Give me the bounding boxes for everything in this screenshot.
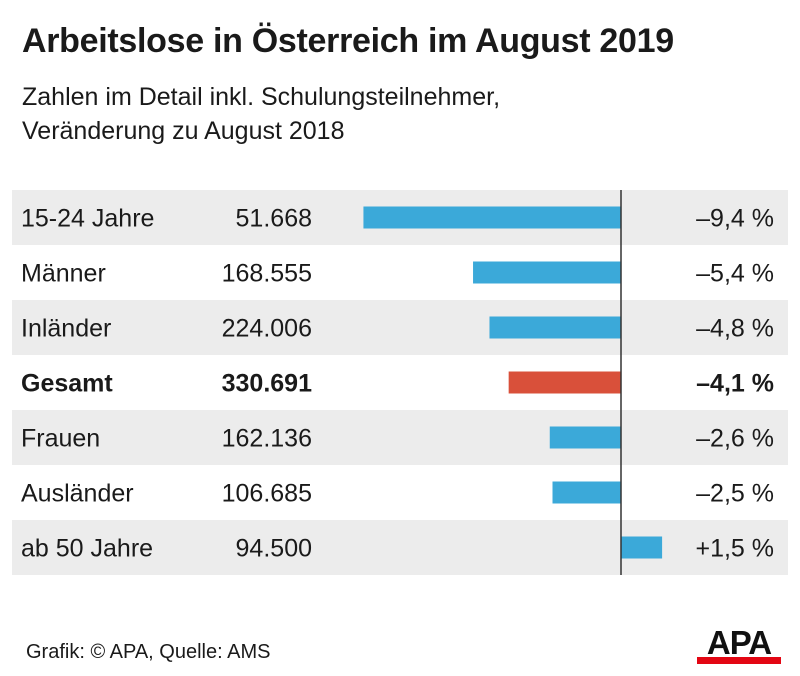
bar-chart: 15-24 Jahre 51.668 –9,4 % Männer 168.555 –5,4… [12,190,788,575]
bar [363,206,621,229]
category-label: 15-24 Jahre [21,205,154,233]
subtitle-line-2: Veränderung zu August 2018 [22,117,345,145]
category-label: Ausländer [21,480,134,508]
category-label: Gesamt [21,370,113,398]
bar [508,371,621,394]
value-label: –4,8 % [696,315,774,343]
apa-logo: APA [697,626,781,664]
logo-red-bar [697,657,781,664]
source-credit: Grafik: © APA, Quelle: AMS [26,641,271,663]
category-label: ab 50 Jahre [21,535,153,563]
count-label: 224.006 [222,315,312,343]
count-label: 51.668 [236,205,312,233]
value-label: –2,6 % [696,425,774,453]
category-label: Inländer [21,315,111,343]
value-label: –2,5 % [696,480,774,508]
bar [621,536,663,559]
category-label: Frauen [21,425,100,453]
count-label: 162.136 [222,425,312,453]
logo-lettering: APA [707,626,771,661]
row-background [12,300,788,355]
count-label: 168.555 [222,260,312,288]
chart-title: Arbeitslose in Österreich im August 2019 [22,22,674,60]
count-label: 94.500 [236,535,312,563]
value-label: +1,5 % [695,535,774,563]
category-label: Männer [21,260,106,288]
count-label: 106.685 [222,480,312,508]
row-background [12,410,788,465]
bar [473,261,621,284]
value-label: –4,1 % [696,370,774,398]
subtitle-line-1: Zahlen im Detail inkl. Schulungsteilnehm… [22,83,501,111]
chart-subtitle: Zahlen im Detail inkl. Schulungsteilnehm… [22,80,500,148]
bar [549,426,621,449]
bar [489,316,621,339]
bar [552,481,621,504]
count-label: 330.691 [222,370,312,398]
value-label: –5,4 % [696,260,774,288]
value-label: –9,4 % [696,205,774,233]
